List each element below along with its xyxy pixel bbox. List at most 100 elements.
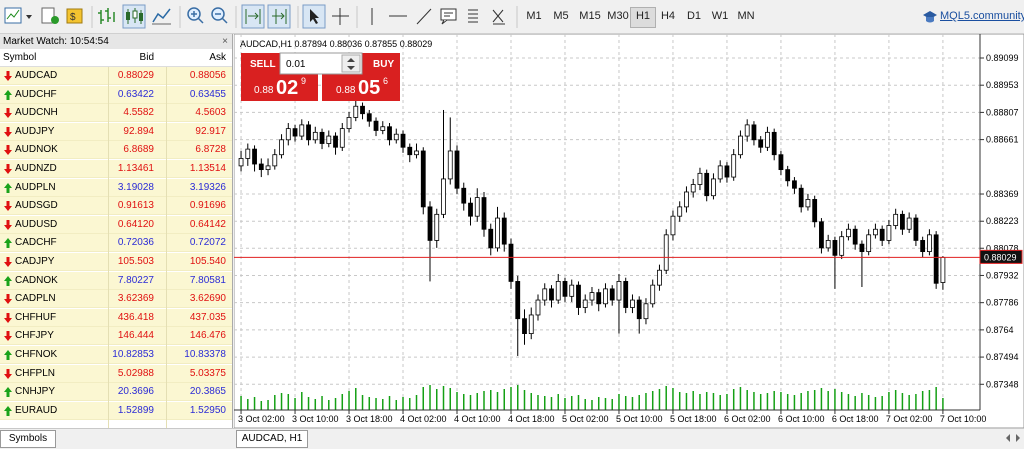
bid: 4.5582 bbox=[123, 107, 154, 119]
bid: 105.503 bbox=[117, 256, 154, 267]
market-watch-row[interactable]: AUDSGD 0.91613 0.91696 bbox=[0, 197, 232, 216]
y-tick-label: 0.87786 bbox=[986, 298, 1019, 308]
trendline-button[interactable] bbox=[416, 8, 432, 25]
new-chart-button[interactable] bbox=[4, 7, 32, 24]
community-link[interactable]: MQL5.community bbox=[940, 10, 1024, 22]
market-watch-row[interactable]: AUDPLN 3.19028 3.19326 bbox=[0, 178, 232, 197]
arrow-shape bbox=[4, 89, 12, 100]
market-watch-row[interactable]: CADPLN 3.62369 3.62690 bbox=[0, 290, 232, 309]
zoom-out-button[interactable] bbox=[211, 7, 228, 24]
market-watch-row[interactable]: CADNOK 7.80227 7.80581 bbox=[0, 271, 232, 290]
zoom-in-button[interactable] bbox=[187, 7, 204, 24]
column-header[interactable]: Bid bbox=[139, 52, 154, 63]
line-chart-button[interactable] bbox=[152, 8, 171, 25]
market-watch-row[interactable]: CHFHUF 436.418 437.035 bbox=[0, 308, 232, 327]
market-watch-row[interactable]: AUDNZD 1.13461 1.13514 bbox=[0, 160, 232, 178]
candle-body bbox=[312, 131, 318, 141]
x-tick-label: 6 Oct 10:00 bbox=[778, 414, 825, 424]
toolbar: $ M1 M5 M15 M30 H1 H4 D1 W1 MN MQL5.community bbox=[0, 0, 1024, 34]
bid: 3.62369 bbox=[117, 293, 154, 305]
market-watch-row[interactable]: EURAUD 1.52899 1.52950 bbox=[0, 401, 232, 420]
ask: 0.88056 bbox=[189, 70, 226, 81]
bar-chart-button[interactable] bbox=[98, 8, 115, 24]
market-watch-row[interactable]: AUDNOK 6.8689 6.8728 bbox=[0, 141, 232, 160]
market-watch-row[interactable]: CHFNOK 10.82853 10.83378 bbox=[0, 346, 232, 364]
current-price: 0.88029 bbox=[234, 249, 1023, 264]
bid: 3.19028 bbox=[117, 181, 154, 193]
candle-body bbox=[886, 225, 892, 241]
market-watch-row[interactable]: CADJPY 105.503 105.540 bbox=[0, 253, 232, 271]
candle-body bbox=[913, 217, 919, 241]
chart-tab[interactable]: AUDCAD, H1 bbox=[236, 430, 308, 448]
symbols-tab[interactable]: Symbols bbox=[0, 430, 56, 448]
timeframe-button[interactable]: H1 bbox=[630, 7, 656, 28]
market-watch-row[interactable]: AUDCNH 4.5582 4.5603 bbox=[0, 104, 232, 123]
symbol: CHFJPY bbox=[15, 330, 54, 342]
fibonacci-button[interactable] bbox=[468, 9, 478, 23]
lot-spinner[interactable] bbox=[341, 54, 361, 73]
timeframe-button[interactable]: MN bbox=[737, 10, 755, 22]
chart-shift-button[interactable] bbox=[267, 4, 291, 29]
candle-body bbox=[873, 228, 878, 236]
symbol: AUDCNH bbox=[15, 107, 58, 119]
ask: 6.8728 bbox=[195, 144, 226, 156]
arrow-shape bbox=[4, 294, 12, 305]
market-watch-row[interactable]: CNHJPY 20.3696 20.3865 bbox=[0, 383, 232, 402]
candle-body bbox=[596, 292, 602, 305]
candle-body bbox=[927, 234, 932, 253]
timeframe-button[interactable]: M5 bbox=[553, 10, 569, 22]
candle-body bbox=[643, 303, 649, 320]
crosshair-button[interactable] bbox=[332, 8, 349, 25]
candle-body bbox=[360, 105, 365, 115]
ask: 146.476 bbox=[189, 330, 226, 342]
close-value: 0.88029 bbox=[400, 39, 433, 49]
column-header[interactable]: Ask bbox=[209, 52, 226, 63]
objects-button[interactable] bbox=[492, 9, 505, 25]
timeframe-button[interactable]: M1 bbox=[526, 10, 542, 22]
symbol: AUDPLN bbox=[15, 181, 56, 193]
profiles-button[interactable] bbox=[41, 7, 59, 24]
candle-body bbox=[427, 206, 433, 241]
market-watch-rows: AUDCAD 0.88029 0.88056 AUDCHF 0.63422 0.63455… bbox=[0, 67, 232, 428]
timeframe-button[interactable]: M30 bbox=[607, 10, 629, 22]
candle-chart-button[interactable] bbox=[122, 4, 146, 29]
candle-body bbox=[832, 240, 838, 256]
candle-body bbox=[501, 217, 507, 245]
symbol: CHFPLN bbox=[15, 367, 56, 379]
market-watch-row[interactable]: AUDCHF 0.63422 0.63455 bbox=[0, 85, 232, 104]
buy-price-point: 6 bbox=[383, 76, 388, 86]
candle-body bbox=[461, 187, 467, 204]
market-watch-row[interactable]: AUDCAD 0.88029 0.88056 bbox=[0, 67, 232, 85]
timeframe-button[interactable]: W1 bbox=[711, 10, 729, 22]
cursor-button[interactable] bbox=[302, 4, 326, 29]
ask: 0.63455 bbox=[189, 88, 226, 100]
direction-arrow bbox=[4, 312, 12, 323]
market-watch-header: Symbol Bid Ask bbox=[0, 49, 232, 67]
timeframe-button[interactable]: M15 bbox=[579, 10, 601, 22]
market-watch-title-text: Market Watch: 10:54:54 bbox=[3, 36, 109, 47]
timeframe-button[interactable]: D1 bbox=[686, 10, 702, 22]
market-watch-row[interactable]: CHFPLN 5.02988 5.03375 bbox=[0, 364, 232, 383]
autoscroll-button[interactable] bbox=[241, 4, 265, 29]
sell-price-big: 0.88 bbox=[254, 85, 274, 96]
arrow-shape bbox=[4, 368, 12, 379]
column-header[interactable]: Symbol bbox=[3, 52, 37, 63]
candle-body bbox=[819, 221, 824, 249]
direction-arrow bbox=[4, 294, 12, 305]
timeframe-button[interactable]: H4 bbox=[660, 10, 676, 22]
timeframe-bar: M1 M5 M15 M30 H1 H4 D1 W1 MN bbox=[0, 0, 780, 33]
direction-arrow bbox=[4, 257, 12, 267]
market-watch-row[interactable]: AUDUSD 0.64120 0.64142 bbox=[0, 215, 232, 234]
y-tick-label: 0.88807 bbox=[986, 107, 1019, 117]
market-watch-row[interactable]: AUDJPY 92.894 92.917 bbox=[0, 122, 232, 141]
market-watch-row[interactable]: CADCHF 0.72036 0.72072 bbox=[0, 234, 232, 253]
close-button[interactable]: × bbox=[222, 36, 228, 47]
data-window-button[interactable]: $ bbox=[66, 8, 83, 24]
market-watch-row[interactable]: CHFJPY 146.444 146.476 bbox=[0, 327, 232, 346]
ask: 1.13514 bbox=[189, 163, 226, 174]
ask: 0.64142 bbox=[189, 218, 226, 230]
tab-scroll[interactable] bbox=[1004, 433, 1022, 443]
arrow-shape bbox=[4, 275, 12, 286]
text-button[interactable] bbox=[440, 8, 457, 25]
